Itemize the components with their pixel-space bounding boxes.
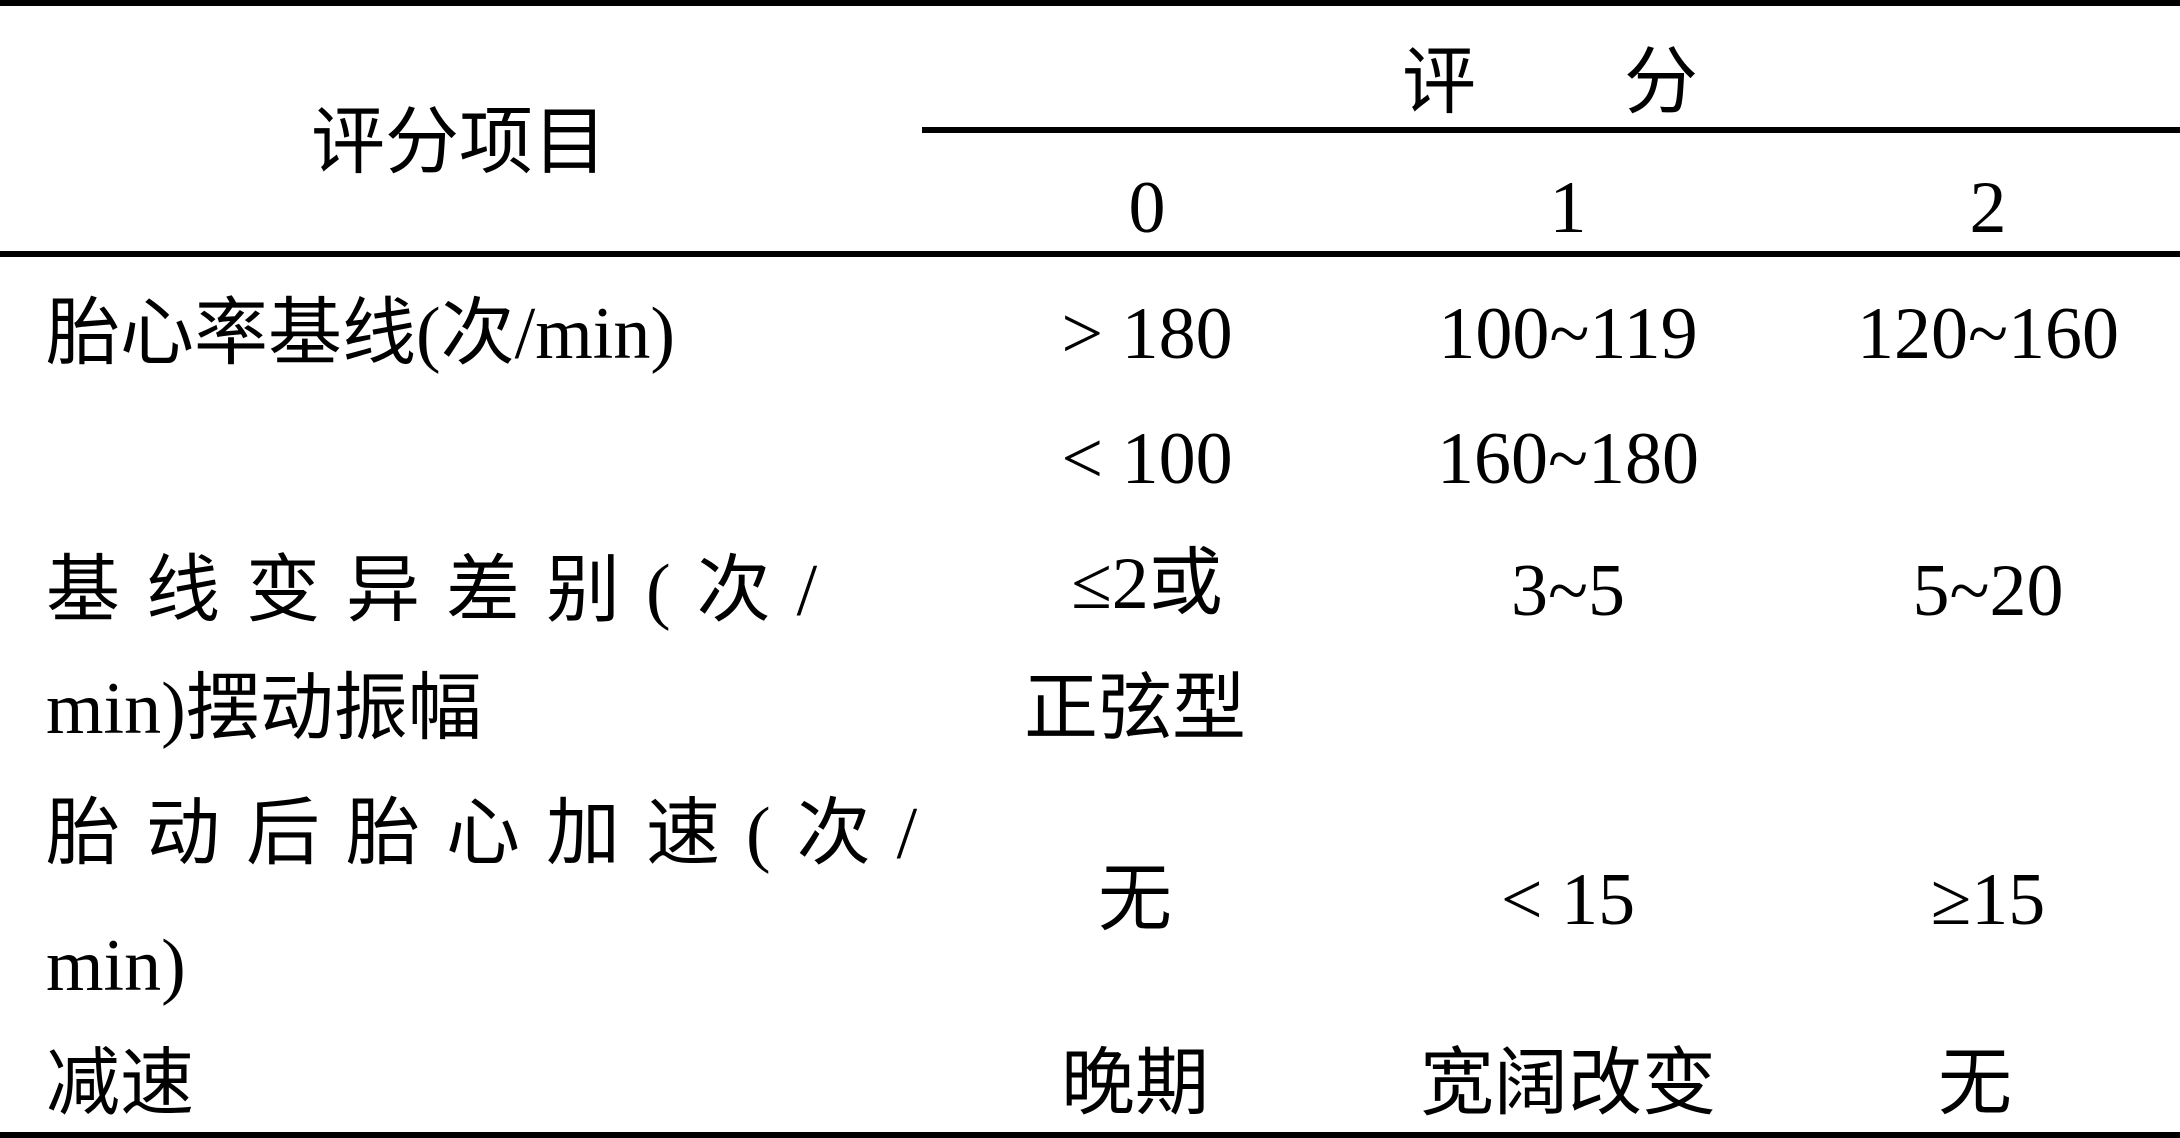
header-score-2: 2 [1969,167,2007,249]
row-variability-score2: 5~20 [1912,550,2064,632]
row-fhr-baseline-score1-line2: 160~180 [1436,418,1700,500]
row-variability-item-line2: min)摆动振幅 [46,668,482,750]
row-acceleration-item-line1: 胎动后胎心加速(次/ [46,793,944,875]
row-deceleration-item: 减速 [46,1043,194,1125]
row-acceleration-score2: ≥15 [1930,859,2046,941]
top-rule [0,0,2180,6]
row-variability-score0-line1: ≤2或 [1071,543,1223,625]
row-fhr-baseline-score2: 120~160 [1856,293,2120,375]
bottom-rule [0,1132,2180,1138]
row-fhr-baseline-score0-line2: < 100 [1061,418,1233,500]
row-variability-item-line1: 基线变异差别(次/ [46,550,844,632]
row-fhr-baseline-score0-line1: > 180 [1061,293,1233,375]
row-acceleration-item-line2: min) [46,925,186,1007]
row-variability-score0-line2: 正弦型 [1024,668,1246,750]
row-acceleration-score1: < 15 [1500,859,1636,941]
header-score-1: 1 [1549,167,1587,249]
row-fhr-baseline-item: 胎心率基线(次/min) [46,293,675,375]
score-group-rule [922,127,2180,133]
header-score-label: 评 分 [1402,42,1698,124]
row-acceleration-score0: 无 [1098,859,1172,941]
header-item-label: 评分项目 [311,102,607,184]
header-score-0: 0 [1128,167,1166,249]
row-deceleration-score2: 无 [1938,1043,2012,1125]
row-fhr-baseline-score1-line1: 100~119 [1438,293,1698,375]
row-deceleration-score0: 晚期 [1061,1043,1209,1125]
header-bottom-rule [0,251,2180,257]
row-deceleration-score1: 宽阔改变 [1420,1043,1716,1125]
row-variability-score1: 3~5 [1510,550,1626,632]
